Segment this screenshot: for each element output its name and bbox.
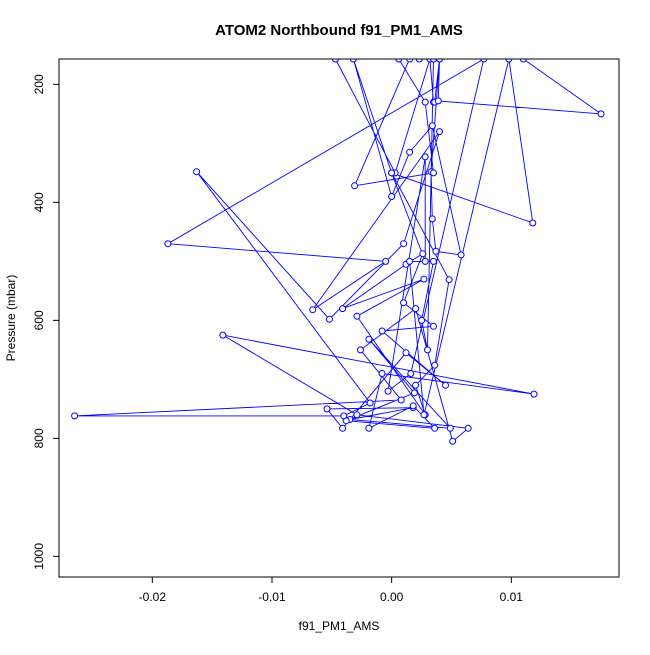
- data-point: [193, 168, 201, 176]
- data-point: [430, 169, 437, 177]
- data-point: [406, 257, 414, 265]
- data-point: [400, 240, 408, 248]
- data-point: [400, 299, 408, 307]
- data-point: [378, 370, 386, 377]
- data-point: [436, 59, 443, 63]
- data-point: [428, 215, 436, 223]
- data-point: [339, 305, 347, 313]
- data-point: [431, 424, 439, 432]
- data-point: [388, 193, 396, 200]
- data-point: [353, 411, 361, 419]
- y-axis: 200 400 600 800 1000: [32, 74, 60, 570]
- data-point: [442, 381, 449, 389]
- data-point: [430, 322, 437, 330]
- data-point: [353, 312, 361, 320]
- y-axis-label: Pressure (mbar): [4, 275, 18, 362]
- data-point: [449, 437, 457, 445]
- data-point: [432, 247, 440, 255]
- data-point: [351, 182, 359, 190]
- y-tick-label: 200: [32, 74, 46, 94]
- data-point: [365, 424, 373, 432]
- data-point: [406, 148, 414, 156]
- data-point: [409, 402, 417, 410]
- data-point: [505, 59, 513, 63]
- data-point: [309, 306, 317, 314]
- series-line-0: [74, 59, 603, 443]
- data-point: [410, 389, 418, 397]
- data-point: [446, 424, 454, 432]
- x-tick-label: 0.01: [500, 590, 524, 604]
- data-point: [430, 257, 437, 265]
- data-point: [378, 327, 386, 335]
- x-tick-label: -0.01: [258, 590, 286, 604]
- data-point: [428, 122, 436, 130]
- data-point: [323, 405, 331, 413]
- data-point: [366, 399, 374, 407]
- data-point: [331, 59, 339, 63]
- data-point: [71, 412, 79, 420]
- data-point: [219, 331, 227, 339]
- data-point: [365, 335, 373, 343]
- data-point: [412, 381, 420, 389]
- data-point: [445, 276, 453, 284]
- data-point: [480, 59, 488, 63]
- data-point: [395, 59, 403, 63]
- data-point: [415, 59, 423, 63]
- data-point: [424, 346, 431, 354]
- y-tick-label: 600: [32, 310, 46, 330]
- data-point: [457, 251, 465, 259]
- data-point: [436, 128, 443, 136]
- data-point: [397, 396, 405, 404]
- data-point: [420, 411, 428, 419]
- x-tick-label: -0.02: [139, 590, 167, 604]
- data-point: [357, 346, 364, 354]
- data-point: [402, 349, 410, 357]
- points-layer: [71, 59, 605, 445]
- data-point: [384, 387, 392, 395]
- data-point: [382, 257, 390, 265]
- data-point: [388, 169, 396, 177]
- data-point: [325, 315, 333, 323]
- y-tick-label: 400: [32, 192, 46, 212]
- data-point: [431, 361, 439, 369]
- y-tick-label: 1000: [32, 543, 46, 570]
- data-point: [339, 424, 347, 432]
- data-point: [406, 59, 414, 63]
- data-point: [340, 412, 348, 420]
- data-point: [420, 275, 428, 283]
- data-point: [597, 110, 605, 118]
- chart-title: ATOM2 Northbound f91_PM1_AMS: [215, 22, 463, 39]
- data-point: [529, 219, 537, 227]
- x-tick-label: 0.00: [380, 590, 404, 604]
- data-point: [419, 250, 427, 258]
- data-point: [418, 316, 426, 324]
- data-point: [530, 390, 538, 398]
- x-axis: -0.02 -0.01 0.00 0.01: [139, 576, 524, 604]
- data-point: [164, 240, 172, 248]
- plot-frame: [58, 58, 620, 578]
- data-point: [434, 97, 442, 105]
- data-point: [412, 305, 420, 313]
- y-tick-label: 800: [32, 428, 46, 448]
- data-point: [464, 424, 472, 432]
- x-axis-label: f91_PM1_AMS: [299, 619, 380, 633]
- data-point: [349, 59, 357, 63]
- data-point: [421, 98, 429, 106]
- data-point: [421, 257, 429, 265]
- data-point: [519, 59, 527, 63]
- data-point: [407, 370, 415, 377]
- data-point: [421, 153, 429, 161]
- data-point: [430, 59, 437, 63]
- series-layer: [74, 59, 603, 443]
